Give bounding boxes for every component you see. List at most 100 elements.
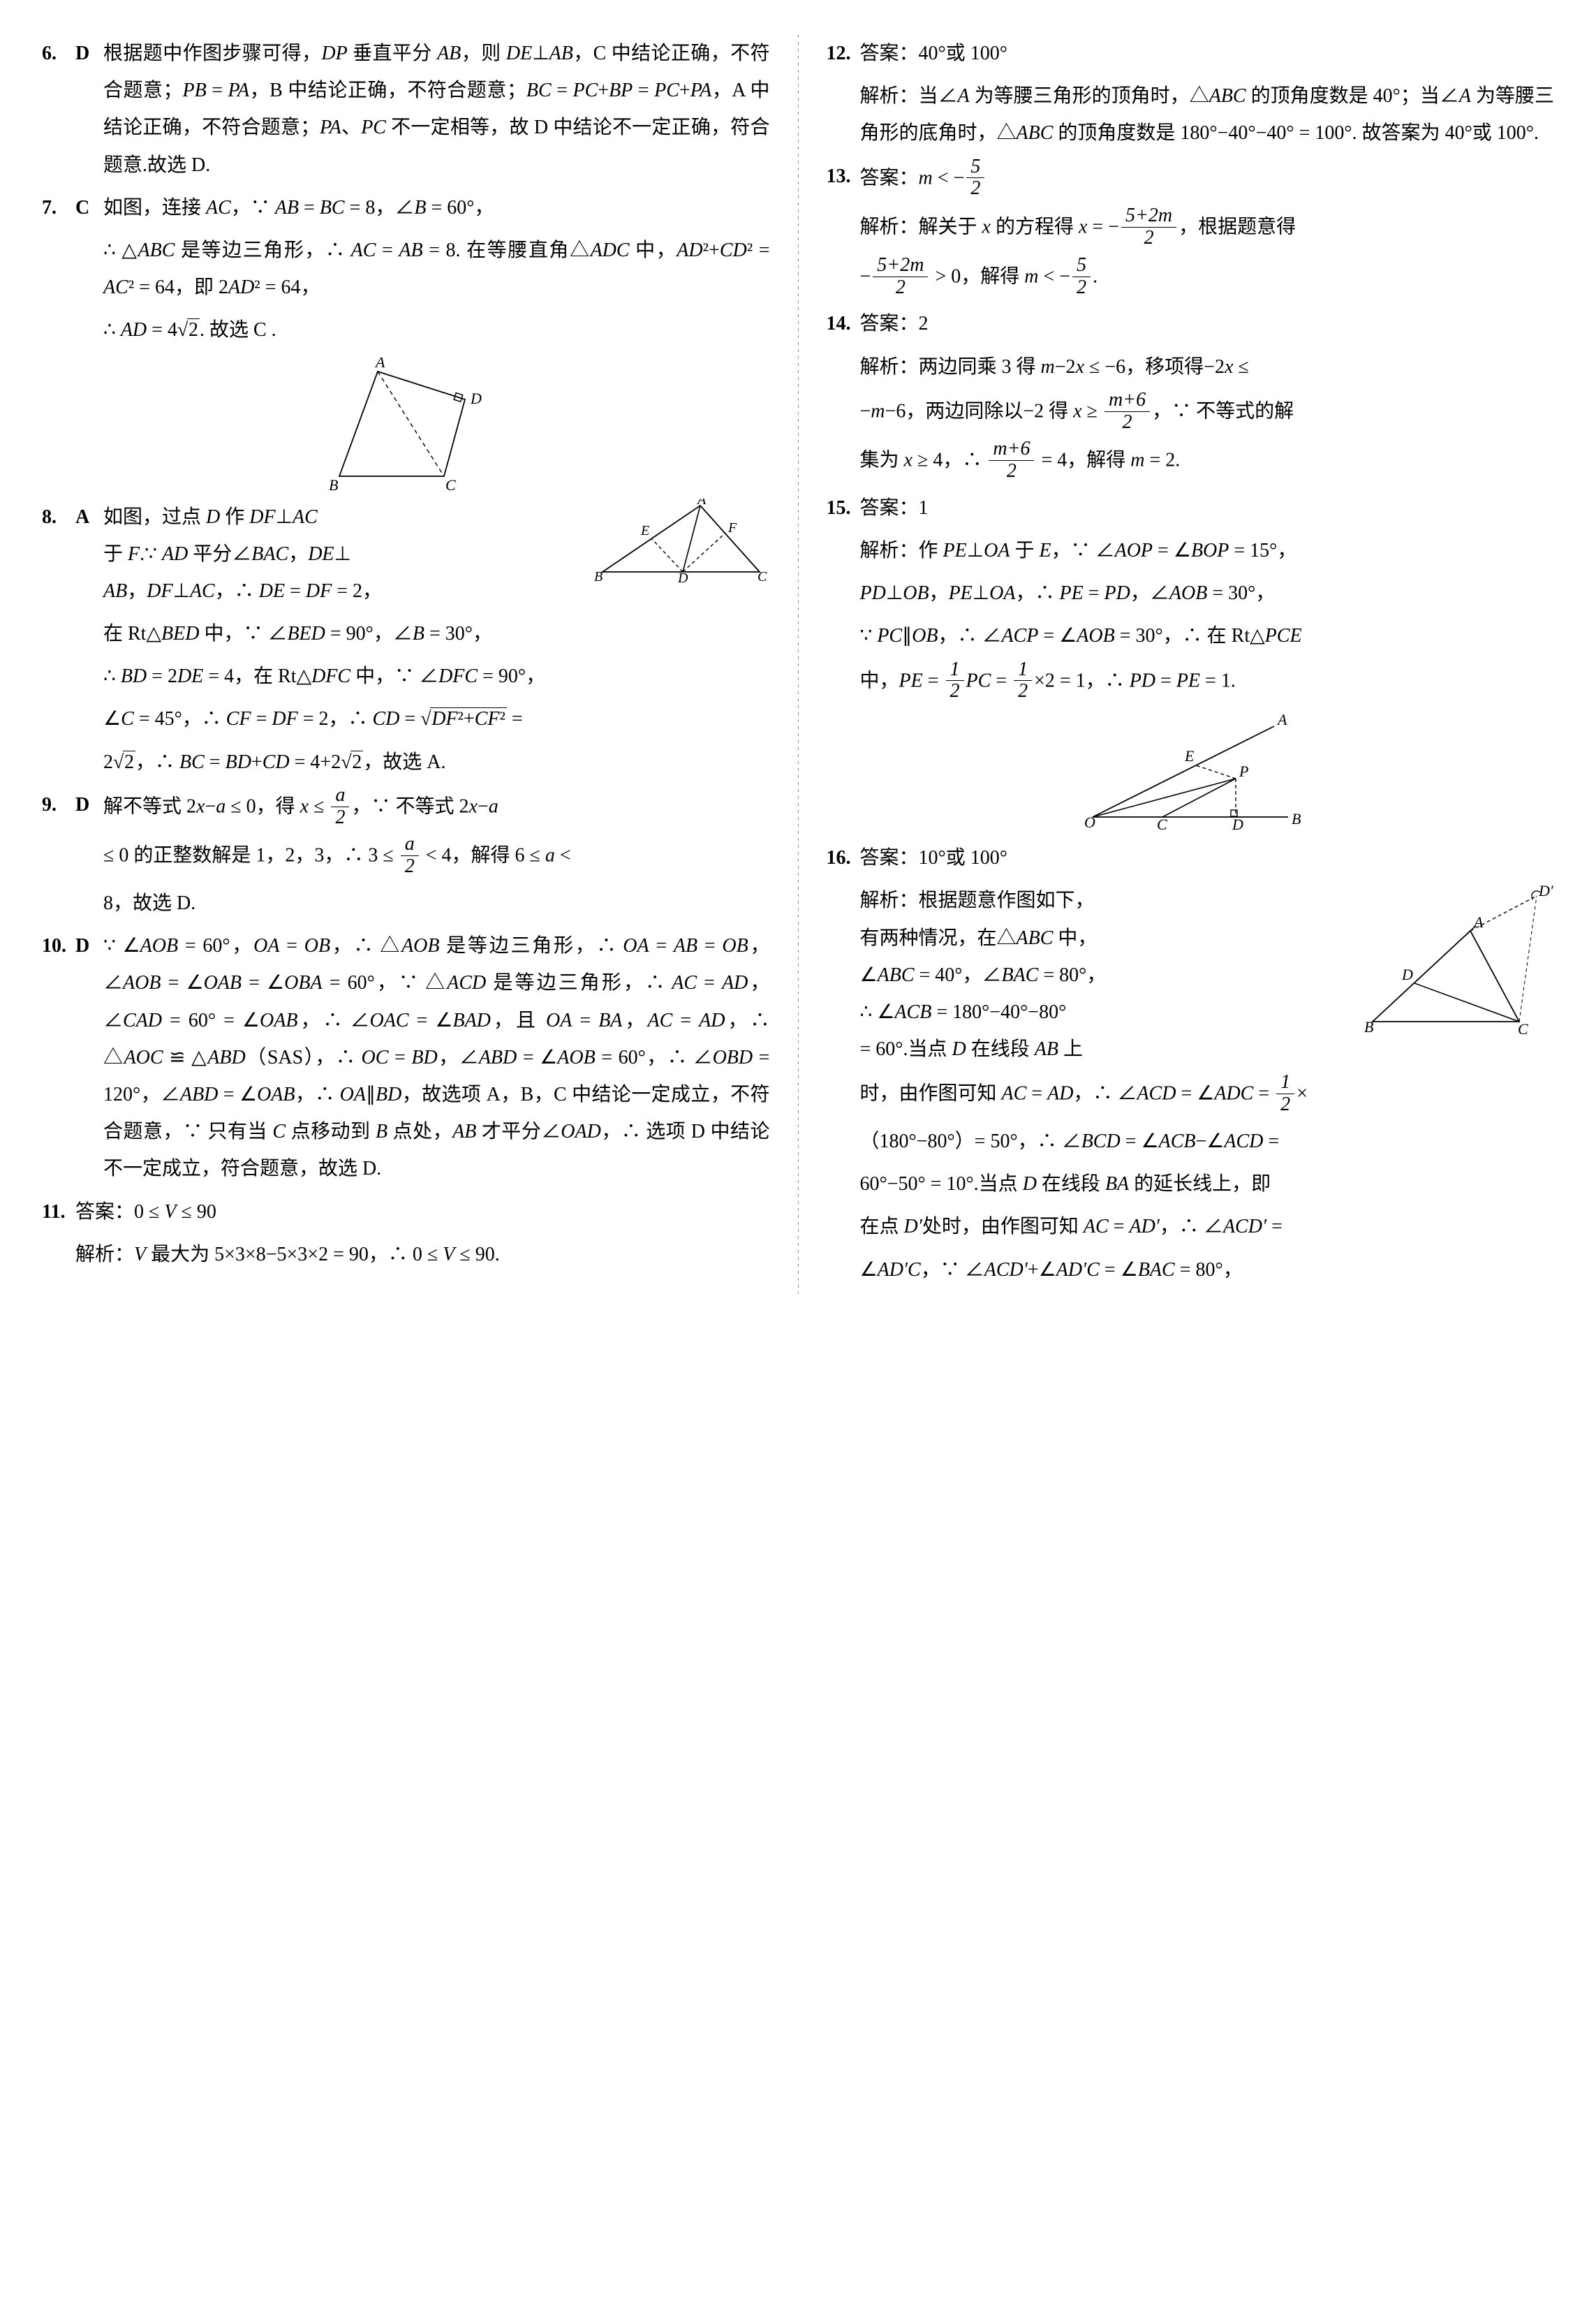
q14-l1: 解析：两边同乘 3 得 m−2x ≤ −6，移项得−2x ≤ bbox=[827, 348, 1555, 385]
q10-answer: D bbox=[75, 927, 103, 1187]
q8-line1: 如图，过点 D 作 DF⊥AC bbox=[103, 499, 577, 536]
svg-text:C: C bbox=[1518, 1020, 1528, 1036]
q15-l4: 中，PE = 12PC = 12×2 = 1，∴ PD = PE = 1. bbox=[827, 661, 1555, 705]
svg-text:C: C bbox=[1157, 816, 1167, 831]
q9-line3: 8，故选 D. bbox=[42, 885, 770, 922]
q16-l6: 时，由作图可知 AC = AD，∴ ∠ACD = ∠ADC = 12× bbox=[827, 1073, 1555, 1117]
svg-text:F: F bbox=[727, 520, 737, 536]
q8-diagram: A B C D E F bbox=[589, 499, 770, 595]
q11-exp-label: 解析： bbox=[75, 1244, 134, 1265]
q8-line6: ∠C = 45°，∴ CF = DF = 2，∴ CD = DF²+CF² = bbox=[42, 700, 770, 737]
svg-text:D′: D′ bbox=[1538, 882, 1554, 899]
q11-number: 11. bbox=[42, 1193, 75, 1230]
question-13: 13. 答案：m < −52 bbox=[827, 158, 1555, 202]
q7-number: 7. bbox=[42, 189, 75, 226]
q11-exp: 解析：V 最大为 5×3×8−5×3×2 = 90，∴ 0 ≤ V ≤ 90. bbox=[42, 1236, 770, 1273]
question-7: 7. C 如图，连接 AC，∵ AB = BC = 8，∠B = 60°， bbox=[42, 189, 770, 226]
svg-text:O: O bbox=[1084, 814, 1095, 831]
q8-number: 8. bbox=[42, 499, 75, 610]
q7-line1: 如图，连接 AC，∵ AB = BC = 8，∠B = 60°， bbox=[103, 189, 770, 226]
svg-text:C: C bbox=[445, 476, 456, 490]
q14-l3: 集为 x ≥ 4，∴ m+62 = 4，解得 m = 2. bbox=[827, 440, 1555, 484]
q14-l2: −m−6，两边同除以−2 得 x ≥ m+62，∵ 不等式的解 bbox=[827, 391, 1555, 435]
svg-text:B: B bbox=[1292, 810, 1301, 827]
q6-answer: D bbox=[75, 35, 103, 184]
q7-line2: ∴ △ABC 是等边三角形，∴ AC = AB = 8. 在等腰直角△ADC 中… bbox=[42, 232, 770, 306]
svg-text:A: A bbox=[374, 358, 385, 371]
q11-answer-line: 答案：0 ≤ V ≤ 90 bbox=[75, 1193, 770, 1230]
page-container: 6. D 根据题中作图步骤可得，DP 垂直平分 AB，则 DE⊥AB，C 中结论… bbox=[42, 35, 1554, 1294]
q15-l2: PD⊥OB，PE⊥OA，∴ PE = PD，∠AOB = 30°， bbox=[827, 575, 1555, 612]
q15-l3: ∵ PC∥OB，∴ ∠ACP = ∠AOB = 30°，∴ 在 Rt△PCE bbox=[827, 617, 1555, 654]
q9-answer: D bbox=[75, 786, 103, 830]
q8-answer: A bbox=[75, 499, 103, 610]
q16-l8: 60°−50° = 10°.当点 D 在线段 BA 的延长线上，即 bbox=[827, 1165, 1555, 1202]
left-column: 6. D 根据题中作图步骤可得，DP 垂直平分 AB，则 DE⊥AB，C 中结论… bbox=[42, 35, 770, 1294]
q6-text: 根据题中作图步骤可得，DP 垂直平分 AB，则 DE⊥AB，C 中结论正确，不符… bbox=[103, 35, 770, 184]
svg-text:D: D bbox=[1401, 966, 1413, 983]
q10-text: ∵ ∠AOB = 60°，OA = OB，∴ △AOB 是等边三角形，∴ OA … bbox=[103, 927, 770, 1187]
question-14: 14. 答案：2 bbox=[827, 305, 1555, 342]
question-9: 9. D 解不等式 2x−a ≤ 0，得 x ≤ a2，∵ 不等式 2x−a bbox=[42, 786, 770, 830]
q14-number: 14. bbox=[827, 305, 860, 342]
svg-text:C: C bbox=[758, 569, 767, 582]
q7-line3: ∴ AD = 42. 故选 C . bbox=[42, 311, 770, 348]
right-column: 12. 答案：40°或 100° 解析：当∠A 为等腰三角形的顶角时，△ABC … bbox=[827, 35, 1555, 1294]
q13-exp2: −5+2m2 > 0，解得 m < −52. bbox=[827, 256, 1555, 300]
question-15: 15. 答案：1 bbox=[827, 490, 1555, 527]
q13-exp1: 解析：解关于 x 的方程得 x = −5+2m2，根据题意得 bbox=[827, 207, 1555, 251]
q16-l5: = 60°.当点 D 在线段 AB 上 bbox=[860, 1031, 1348, 1068]
q8-line3: AB，DF⊥AC，∴ DE = DF = 2， bbox=[103, 573, 577, 610]
column-divider bbox=[798, 35, 799, 1294]
q15-ans: 答案：1 bbox=[860, 490, 1555, 527]
q13-number: 13. bbox=[827, 158, 860, 202]
svg-text:D: D bbox=[470, 390, 482, 407]
question-6: 6. D 根据题中作图步骤可得，DP 垂直平分 AB，则 DE⊥AB，C 中结论… bbox=[42, 35, 770, 184]
svg-text:E: E bbox=[1184, 747, 1195, 765]
q7-diagram: A D C B bbox=[42, 358, 770, 490]
q8-line7: 22，∴ BC = BD+CD = 4+22，故选 A. bbox=[42, 744, 770, 781]
q14-ans: 答案：2 bbox=[860, 305, 1555, 342]
q8-line2: 于 F.∵ AD 平分∠BAC，DE⊥ bbox=[103, 536, 577, 573]
q16-number: 16. bbox=[827, 839, 860, 876]
q10-number: 10. bbox=[42, 927, 75, 1187]
q7-answer: C bbox=[75, 189, 103, 226]
q6-number: 6. bbox=[42, 35, 75, 184]
q12-exp: 解析：当∠A 为等腰三角形的顶角时，△ABC 的顶角度数是 40°；当∠A 为等… bbox=[827, 78, 1555, 152]
q8-body: 如图，过点 D 作 DF⊥AC 于 F.∵ AD 平分∠BAC，DE⊥ AB，D… bbox=[103, 499, 770, 610]
q15-l1: 解析：作 PE⊥OA 于 E，∵ ∠AOP = ∠BOP = 15°， bbox=[827, 532, 1555, 569]
question-8: 8. A 如图，过点 D 作 DF⊥AC 于 F.∵ AD 平分∠BAC，DE⊥… bbox=[42, 499, 770, 610]
q16-l4: ∴ ∠ACB = 180°−40°−80° bbox=[860, 994, 1348, 1031]
svg-text:B: B bbox=[1364, 1018, 1373, 1036]
svg-text:A: A bbox=[696, 499, 707, 508]
q16-l7: （180°−80°）= 50°，∴ ∠BCD = ∠ACB−∠ACD = bbox=[827, 1123, 1555, 1160]
q16-ans: 答案：10°或 100° bbox=[860, 839, 1555, 876]
q16-l1: 解析：根据题意作图如下， bbox=[860, 882, 1348, 919]
q8-line4: 在 Rt△BED 中，∵ ∠BED = 90°，∠B = 30°， bbox=[42, 615, 770, 652]
question-16: 16. 答案：10°或 100° bbox=[827, 839, 1555, 876]
q13-ans: 答案：m < −52 bbox=[860, 158, 1555, 202]
svg-text:P: P bbox=[1239, 763, 1248, 780]
q11-ans-label: 答案： bbox=[75, 1201, 134, 1223]
svg-text:B: B bbox=[329, 476, 338, 490]
q8-line5: ∴ BD = 2DE = 4，在 Rt△DFC 中，∵ ∠DFC = 90°， bbox=[42, 658, 770, 695]
q9-number: 9. bbox=[42, 786, 75, 830]
question-11: 11. 答案：0 ≤ V ≤ 90 bbox=[42, 1193, 770, 1230]
question-10: 10. D ∵ ∠AOB = 60°，OA = OB，∴ △AOB 是等边三角形… bbox=[42, 927, 770, 1187]
svg-text:E: E bbox=[640, 523, 649, 538]
svg-text:D: D bbox=[677, 571, 688, 582]
svg-text:A: A bbox=[1276, 712, 1287, 728]
q15-number: 15. bbox=[827, 490, 860, 527]
svg-text:D: D bbox=[1232, 816, 1243, 831]
q16-l10: ∠AD′C，∵ ∠ACD′+∠AD′C = ∠BAC = 80°， bbox=[827, 1251, 1555, 1288]
q16-body: 解析：根据题意作图如下， 有两种情况，在△ABC 中， ∠ABC = 40°，∠… bbox=[827, 882, 1555, 1068]
q12-ans: 答案：40°或 100° bbox=[860, 35, 1555, 72]
question-12: 12. 答案：40°或 100° bbox=[827, 35, 1555, 72]
q15-diagram: O A B C D P E bbox=[827, 712, 1555, 831]
q9-line1: 解不等式 2x−a ≤ 0，得 x ≤ a2，∵ 不等式 2x−a bbox=[103, 786, 770, 830]
q12-number: 12. bbox=[827, 35, 860, 72]
q9-line2: ≤ 0 的正整数解是 1，2，3，∴ 3 ≤ a2 < 4，解得 6 ≤ a < bbox=[42, 835, 770, 879]
q16-l3: ∠ABC = 40°，∠BAC = 80°， bbox=[860, 957, 1348, 994]
svg-text:B: B bbox=[594, 569, 603, 582]
q16-l9: 在点 D′处时，由作图可知 AC = AD′，∴ ∠ACD′ = bbox=[827, 1208, 1555, 1245]
